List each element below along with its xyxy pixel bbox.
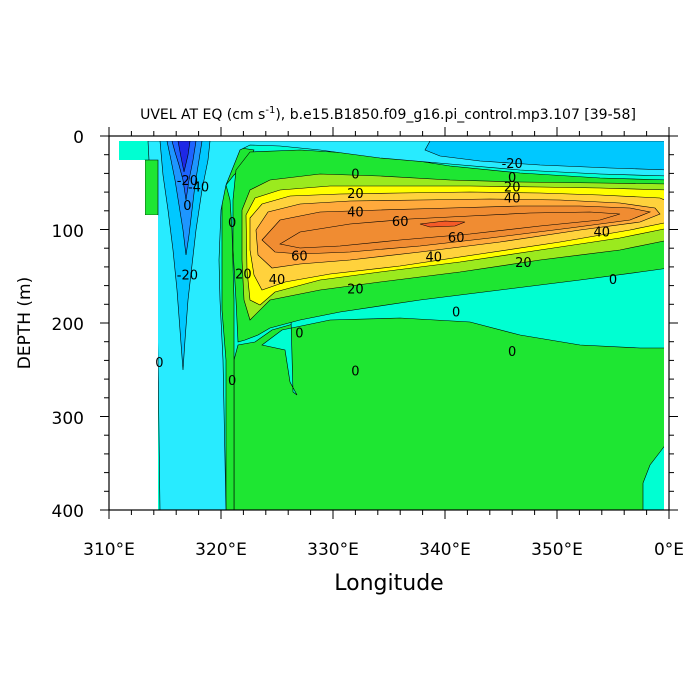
- fill-top-white-strip: [109, 136, 669, 160]
- y-tick-labels: 0 100 200 300 400: [52, 128, 84, 522]
- fill-cyan-right-edge: [642, 439, 669, 510]
- x-tick-label: 340°E: [419, 540, 471, 560]
- contour-label: -20: [177, 268, 198, 283]
- chart-title-main: UVEL AT EQ (cm s: [140, 107, 265, 123]
- contour-label: 40: [347, 206, 364, 221]
- contour-label: -20: [502, 157, 523, 172]
- contour-label: 20: [235, 267, 252, 282]
- contour-label: 20: [347, 282, 364, 297]
- chart-title: UVEL AT EQ (cm s-1), b.e15.B1850.f09_g16…: [140, 105, 636, 123]
- y-tick-label: 400: [52, 502, 84, 522]
- contour-label: 0: [508, 345, 516, 360]
- contour-label: 0: [351, 167, 359, 182]
- x-tick-label: 350°E: [531, 540, 583, 560]
- contour-label: 20: [515, 256, 532, 271]
- contour-label: 0: [452, 306, 460, 321]
- contour-label: 0: [295, 326, 303, 341]
- fill-land-mask-right: [145, 215, 158, 510]
- contour-label: 20: [504, 180, 521, 195]
- fill-right-white-strip: [664, 136, 669, 510]
- contour-label: 40: [269, 273, 286, 288]
- fill-core-max: [419, 220, 466, 228]
- x-axis-title: Longitude: [334, 571, 443, 596]
- x-tick-label: 330°E: [307, 540, 359, 560]
- fill-left-green-column: [221, 146, 255, 510]
- y-tick-label: 300: [52, 409, 84, 429]
- contour-label: 0: [351, 365, 359, 380]
- chart-title-rest: ), b.e15.B1850.f09_g16.pi_control.mp3.10…: [275, 107, 636, 123]
- fill-jet-westward-light: [159, 140, 211, 371]
- x-tick-labels: 310°E 320°E 330°E 340°E 350°E 0°E: [83, 540, 684, 560]
- y-tick-label: 100: [52, 222, 84, 242]
- y-axis-title: DEPTH (m): [15, 277, 35, 369]
- contour-label: 40: [594, 225, 611, 240]
- contour-label: 20: [347, 187, 364, 202]
- contour-label: -20: [177, 174, 198, 189]
- contour-fill-layer: [109, 136, 669, 510]
- x-tick-label: 320°E: [195, 540, 247, 560]
- contour-label: -40: [188, 180, 209, 195]
- contour-label: 0: [508, 171, 516, 186]
- contour-label: 0: [609, 273, 617, 288]
- tick-layer: [100, 127, 678, 519]
- contour-label: 60: [392, 215, 409, 230]
- chart-title-superscript: -1: [265, 105, 275, 116]
- y-tick-label: 0: [73, 128, 84, 148]
- contour-label: 0: [228, 374, 236, 389]
- fill-left-coast-green-pocket: [144, 159, 159, 216]
- y-tick-label: 200: [52, 315, 84, 335]
- contour-label: 0: [228, 216, 236, 231]
- contour-label: 0: [183, 199, 191, 214]
- contour-label: 60: [448, 231, 465, 246]
- fill-land-mask: [109, 160, 145, 510]
- contour-label: 40: [426, 251, 443, 266]
- fill-jet-westward-mid: [166, 140, 203, 256]
- fill-surface-minus-twenty: [424, 140, 669, 171]
- x-tick-label: 310°E: [83, 540, 135, 560]
- x-tick-label: 0°E: [654, 540, 684, 560]
- contour-label: 0: [155, 356, 163, 371]
- contour-label: 40: [504, 192, 521, 207]
- contour-label: 60: [291, 250, 308, 265]
- fill-sixty-to-seventy: [279, 211, 621, 249]
